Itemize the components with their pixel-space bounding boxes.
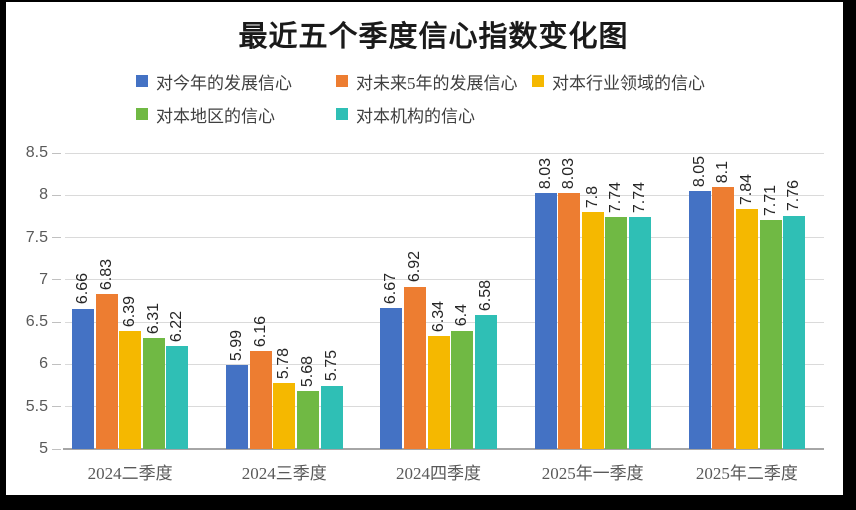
x-axis-category-label: 2024三季度 (241, 464, 327, 483)
y-axis-label: 5 (39, 440, 48, 457)
bar-value-label: 7.74 (607, 182, 625, 214)
legend-label: 对本地区的信心 (156, 106, 275, 126)
legend-label: 对未来5年的发展信心 (356, 73, 518, 93)
y-axis-tick (52, 279, 61, 281)
legend-swatch (136, 108, 148, 120)
bar-value-label: 8.05 (690, 155, 708, 188)
bar-value-label: 7.71 (761, 184, 779, 216)
bar-value-label: 8.03 (536, 157, 554, 189)
legend-label: 对本机构的信心 (356, 106, 475, 126)
bar-对本机构的信心-2024二季度 (166, 345, 189, 449)
y-axis-tick (52, 406, 61, 408)
y-axis-tick (52, 321, 61, 323)
chart-title: 最近五个季度信心指数变化图 (238, 21, 629, 53)
bar-value-label: 6.67 (382, 272, 400, 304)
bar-对本机构的信心-2025年一季度 (628, 217, 651, 449)
x-axis-category-label: 2025年一季度 (541, 464, 644, 483)
bar-value-label: 6.4 (453, 304, 471, 327)
bar-对本行业领域的信心-2024三季度 (273, 383, 296, 449)
gridline (65, 279, 824, 281)
bar-对本地区的信心-2024四季度 (451, 330, 474, 449)
legend-label: 对今年的发展信心 (156, 73, 292, 93)
bar-对未来5年的发展信心-2025年二季度 (712, 186, 735, 449)
bar-value-label: 7.76 (785, 180, 803, 212)
bar-value-label: 8.03 (560, 157, 578, 189)
bar-value-label: 6.92 (405, 251, 423, 283)
bar-value-label: 6.31 (144, 303, 162, 335)
bar-value-label: 5.78 (275, 347, 293, 380)
bar-对今年的发展信心-2024三季度 (226, 365, 249, 449)
bar-value-label: 6.83 (97, 259, 115, 291)
y-axis-label: 8 (39, 186, 48, 204)
bar-对今年的发展信心-2024四季度 (380, 307, 403, 449)
legend-item-2: 对本行业领域的信心 (532, 72, 705, 93)
gridline (65, 194, 824, 196)
gridline (65, 237, 824, 239)
chart-area: 对今年的发展信心 对未来5年的发展信心 对本行业领域的信心对本地区的信心 对本机构的信… (6, 2, 843, 495)
y-axis-tick (52, 237, 61, 239)
bar-value-label: 5.68 (298, 356, 316, 388)
bar-value-label: 7.8 (583, 185, 601, 209)
y-axis-label: 5.5 (25, 397, 48, 415)
bar-对本机构的信心-2024三季度 (320, 385, 343, 449)
gridline (65, 321, 824, 323)
bar-对本地区的信心-2025年一季度 (605, 217, 628, 449)
y-axis-tick (52, 194, 61, 196)
bar-value-label: 6.34 (429, 300, 447, 332)
bar-对本地区的信心-2024三季度 (296, 391, 319, 449)
bar-value-label: 5.99 (228, 330, 246, 362)
x-axis-category-label: 2024四季度 (396, 464, 481, 483)
bar-对未来5年的发展信心-2025年一季度 (558, 192, 581, 449)
bar-对本行业领域的信心-2024二季度 (119, 331, 142, 449)
y-axis-tick (52, 448, 61, 450)
x-axis-category-label: 2024二季度 (87, 464, 173, 483)
x-axis-category-label: 2025年二季度 (695, 464, 798, 483)
bar-对未来5年的发展信心-2024三季度 (249, 350, 272, 449)
bar-对本地区的信心-2024二季度 (142, 338, 165, 449)
legend-swatch (136, 75, 148, 87)
y-axis-tick (52, 363, 61, 365)
legend-item-3: 对本地区的信心 (136, 105, 275, 126)
bar-对今年的发展信心-2024二季度 (71, 308, 94, 449)
bar-对未来5年的发展信心-2024二季度 (95, 294, 118, 449)
bar-对今年的发展信心-2025年一季度 (534, 192, 557, 449)
bar-value-label: 7.74 (630, 182, 648, 214)
bar-对本机构的信心-2025年二季度 (783, 215, 806, 449)
y-axis-tick (52, 152, 61, 154)
bar-value-label: 6.66 (73, 273, 91, 305)
bar-value-label: 6.58 (476, 280, 494, 312)
bar-对未来5年的发展信心-2024四季度 (403, 286, 426, 449)
bar-对本行业领域的信心-2024四季度 (427, 335, 450, 449)
y-axis-label: 7.5 (25, 228, 48, 246)
bar-对本行业领域的信心-2025年一季度 (581, 212, 604, 449)
legend-swatch (532, 75, 544, 87)
bar-value-label: 5.75 (322, 350, 340, 382)
y-axis-label: 6 (39, 355, 48, 373)
bar-对本地区的信心-2025年二季度 (759, 219, 782, 449)
bar-value-label: 6.16 (251, 315, 269, 347)
bar-对本机构的信心-2024四季度 (474, 315, 497, 449)
legend-swatch (336, 75, 348, 87)
legend-item-1: 对未来5年的发展信心 (336, 72, 518, 93)
bar-value-label: 7.84 (737, 173, 755, 205)
gridline (65, 152, 824, 154)
legend-label: 对本行业领域的信心 (552, 73, 705, 93)
y-axis-label: 8.5 (25, 144, 48, 161)
legend-item-0: 对今年的发展信心 (136, 72, 292, 93)
legend-swatch (336, 108, 348, 120)
bar-value-label: 6.22 (168, 310, 186, 342)
x-axis-line (63, 448, 824, 450)
chart-panel: 最近五个季度信心指数变化图 对今年的发展信心 对未来5年的发展信心 对本行业领域的信… (6, 2, 843, 495)
legend-item-4: 对本机构的信心 (336, 105, 475, 126)
y-axis-label: 7 (39, 270, 48, 288)
bar-对今年的发展信心-2025年二季度 (688, 191, 711, 449)
y-axis-label: 6.5 (25, 313, 48, 331)
bar-value-label: 8.1 (714, 160, 732, 183)
bar-value-label: 6.39 (121, 296, 139, 328)
bar-对本行业领域的信心-2025年二季度 (735, 208, 758, 449)
